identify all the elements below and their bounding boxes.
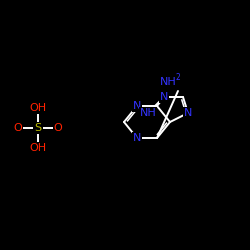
Text: N: N: [160, 92, 168, 102]
Text: OH: OH: [30, 143, 46, 153]
Text: N: N: [184, 108, 192, 118]
Text: NH: NH: [160, 77, 176, 87]
Text: S: S: [34, 123, 42, 133]
Text: O: O: [14, 123, 22, 133]
Text: OH: OH: [30, 103, 46, 113]
Text: N: N: [133, 101, 141, 111]
Text: O: O: [54, 123, 62, 133]
Text: N: N: [133, 133, 141, 143]
Text: 2: 2: [175, 74, 180, 82]
Text: NH: NH: [140, 108, 156, 118]
